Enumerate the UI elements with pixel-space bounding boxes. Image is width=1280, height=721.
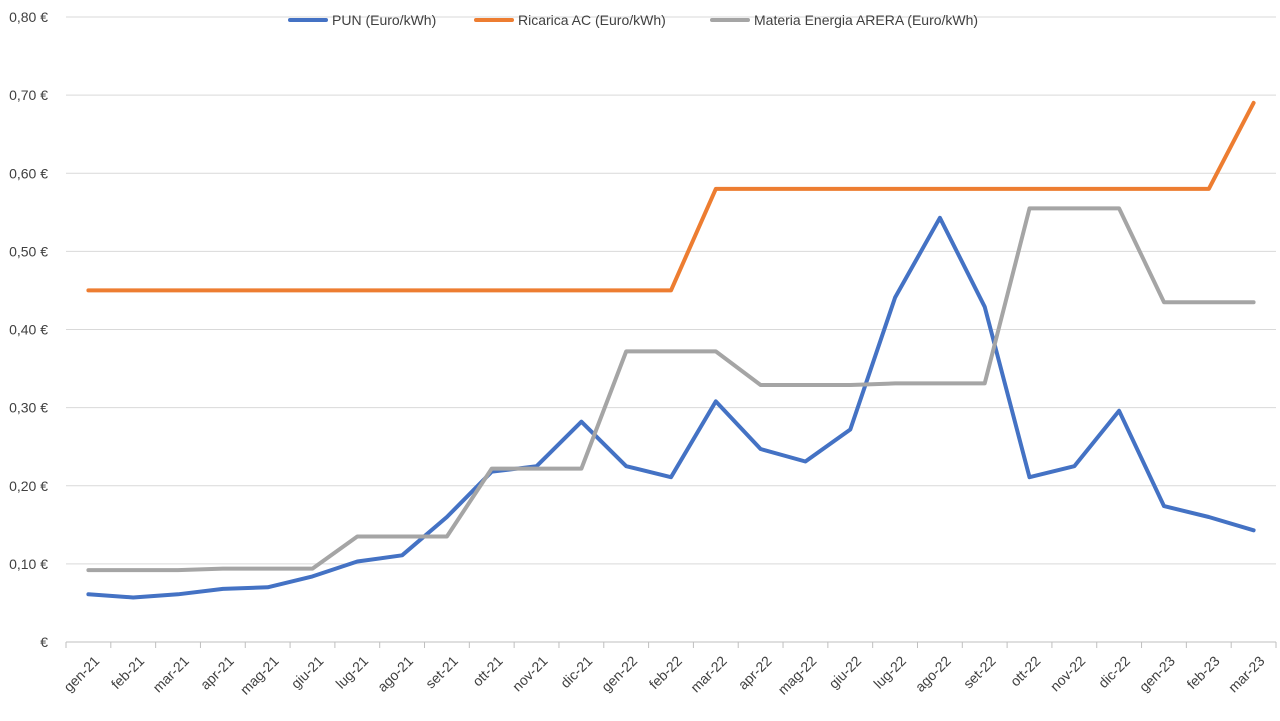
y-tick-label: 0,10 € (9, 556, 48, 572)
x-tick-label: giu-22 (825, 653, 864, 692)
x-tick-label: gen-21 (60, 653, 102, 695)
series-line-1 (86, 215, 1256, 600)
y-tick-label: 0,50 € (9, 243, 48, 259)
legend-entry-3: Materia Energia ARERA (Euro/kWh) (710, 12, 978, 28)
x-tick-label: gen-22 (598, 653, 640, 695)
x-tick-label: feb-21 (108, 653, 148, 693)
x-tick-label: feb-23 (1183, 653, 1223, 693)
x-tick-label: ago-21 (374, 653, 416, 695)
legend-entry-2: Ricarica AC (Euro/kWh) (474, 12, 666, 28)
x-tick-label: feb-22 (646, 653, 686, 693)
x-tick-label: mag-21 (237, 653, 282, 698)
x-tick-label: set-21 (422, 653, 461, 692)
x-tick-label: mar-21 (149, 653, 192, 696)
series-line-3 (86, 206, 1256, 573)
x-tick-label: nov-22 (1047, 653, 1089, 695)
x-tick-label: mar-22 (687, 653, 730, 696)
x-tick-label: gen-23 (1136, 653, 1178, 695)
legend-label: Ricarica AC (Euro/kWh) (518, 12, 666, 28)
x-tick-label: dic-21 (557, 653, 595, 691)
y-tick-label: 0,60 € (9, 165, 48, 181)
x-tick-label: ott-22 (1007, 653, 1044, 690)
y-tick-label: € (40, 634, 48, 650)
x-tick-label: lug-22 (870, 653, 909, 692)
y-tick-label: 0,30 € (9, 400, 48, 416)
y-axis-tick-labels: €0,10 € 0,20 € 0,30 € 0,40 € 0,50 € 0,60 € 0,7… (9, 9, 48, 650)
x-tick-label: mag-22 (775, 653, 820, 698)
x-tick-label: giu-21 (288, 653, 327, 692)
y-tick-label: 0,20 € (9, 478, 48, 494)
x-tick-label: set-22 (960, 653, 999, 692)
x-tick-label: apr-22 (735, 653, 775, 693)
x-axis: gen-21 feb-21 mar-21 apr-21 mag-21 giu-21 lug-… (60, 641, 1277, 698)
y-tick-label: 0,70 € (9, 87, 48, 103)
x-tick-label: dic-22 (1095, 653, 1133, 691)
x-tick-label: ago-22 (912, 653, 954, 695)
x-tick-label: lug-21 (333, 653, 372, 692)
series-lines (86, 100, 1256, 600)
y-tick-label: 0,40 € (9, 322, 48, 338)
y-tick-label: 0,80 € (9, 9, 48, 25)
x-tick-label: ott-21 (469, 653, 506, 690)
legend-entry-1: PUN (Euro/kWh) (288, 12, 436, 28)
series-line-2 (86, 100, 1256, 293)
x-tick-label: nov-21 (509, 653, 551, 695)
legend-label: PUN (Euro/kWh) (332, 12, 436, 28)
legend: PUN (Euro/kWh) Ricarica AC (Euro/kWh) Mate… (288, 12, 978, 28)
x-tick-label: mar-23 (1225, 653, 1268, 696)
x-tick-label: apr-21 (197, 653, 237, 693)
legend-label: Materia Energia ARERA (Euro/kWh) (754, 12, 978, 28)
grid-lines (66, 16, 1276, 565)
